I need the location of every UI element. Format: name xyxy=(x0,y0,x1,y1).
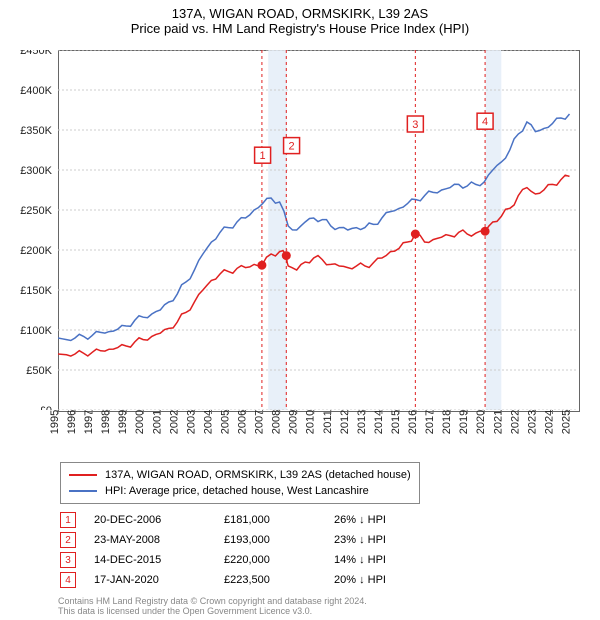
svg-text:1: 1 xyxy=(260,150,266,162)
footer-line-2: This data is licensed under the Open Gov… xyxy=(58,606,367,616)
svg-text:2: 2 xyxy=(289,141,295,153)
svg-text:1995: 1995 xyxy=(49,410,61,434)
page-title: 137A, WIGAN ROAD, ORMSKIRK, L39 2AS xyxy=(0,0,600,21)
svg-text:2010: 2010 xyxy=(305,410,317,434)
legend-label-property: 137A, WIGAN ROAD, ORMSKIRK, L39 2AS (det… xyxy=(105,469,411,481)
svg-text:£450K: £450K xyxy=(20,50,52,57)
svg-text:2009: 2009 xyxy=(288,410,300,434)
svg-text:2002: 2002 xyxy=(168,410,180,434)
svg-text:2020: 2020 xyxy=(475,410,487,434)
svg-text:2003: 2003 xyxy=(185,410,197,434)
svg-text:2005: 2005 xyxy=(219,410,231,434)
sale-date: 20-DEC-2006 xyxy=(94,514,224,526)
sale-diff: 20% ↓ HPI xyxy=(334,574,444,586)
svg-text:2000: 2000 xyxy=(134,410,146,434)
table-row: 2 23-MAY-2008 £193,000 23% ↓ HPI xyxy=(60,530,444,550)
svg-text:2004: 2004 xyxy=(202,410,214,434)
svg-text:2022: 2022 xyxy=(509,410,521,434)
x-axis: 1995 1996 1997 1998 1999 2000 2001 2002 2003 2004… xyxy=(48,410,600,458)
legend-item-hpi: HPI: Average price, detached house, West… xyxy=(69,483,411,499)
svg-text:2021: 2021 xyxy=(492,410,504,434)
svg-text:£150K: £150K xyxy=(20,285,52,297)
svg-text:2019: 2019 xyxy=(458,410,470,434)
svg-text:£300K: £300K xyxy=(20,165,52,177)
svg-text:2016: 2016 xyxy=(407,410,419,434)
svg-text:4: 4 xyxy=(482,116,488,128)
svg-text:2023: 2023 xyxy=(526,410,538,434)
svg-text:1998: 1998 xyxy=(100,410,112,434)
svg-text:2013: 2013 xyxy=(356,410,368,434)
svg-text:2014: 2014 xyxy=(373,410,385,434)
svg-text:2015: 2015 xyxy=(390,410,402,434)
svg-text:2007: 2007 xyxy=(254,410,266,434)
y-axis: £0£50K£100K£150K£200K£250K£300K£350K£400… xyxy=(0,50,58,410)
svg-text:£50K: £50K xyxy=(26,365,52,377)
sale-price: £181,000 xyxy=(224,514,334,526)
table-row: 4 17-JAN-2020 £223,500 20% ↓ HPI xyxy=(60,570,444,590)
sale-marker-4: 4 xyxy=(60,572,76,588)
sales-table: 1 20-DEC-2006 £181,000 26% ↓ HPI 2 23-MA… xyxy=(60,510,444,590)
sale-date: 14-DEC-2015 xyxy=(94,554,224,566)
svg-text:3: 3 xyxy=(412,119,418,131)
legend-label-hpi: HPI: Average price, detached house, West… xyxy=(105,485,369,497)
svg-text:£200K: £200K xyxy=(20,245,52,257)
svg-text:£100K: £100K xyxy=(20,325,52,337)
svg-text:2011: 2011 xyxy=(322,410,334,434)
table-row: 1 20-DEC-2006 £181,000 26% ↓ HPI xyxy=(60,510,444,530)
sale-date: 17-JAN-2020 xyxy=(94,574,224,586)
sale-price: £220,000 xyxy=(224,554,334,566)
legend-swatch-hpi xyxy=(69,490,97,492)
svg-text:£250K: £250K xyxy=(20,205,52,217)
sale-price: £223,500 xyxy=(224,574,334,586)
legend: 137A, WIGAN ROAD, ORMSKIRK, L39 2AS (det… xyxy=(60,462,420,504)
sale-diff: 23% ↓ HPI xyxy=(334,534,444,546)
sale-diff: 14% ↓ HPI xyxy=(334,554,444,566)
svg-text:2024: 2024 xyxy=(543,410,555,434)
sale-marker-3: 3 xyxy=(60,552,76,568)
sale-date: 23-MAY-2008 xyxy=(94,534,224,546)
price-chart: 1234 £0£50K£100K£150K£200K£250K£300K£350… xyxy=(58,50,578,410)
svg-text:2012: 2012 xyxy=(339,410,351,434)
plot-svg: 1 2 3 4 xyxy=(58,50,578,410)
svg-text:2001: 2001 xyxy=(151,410,163,434)
svg-text:1996: 1996 xyxy=(66,410,78,434)
legend-swatch-property xyxy=(69,474,97,476)
svg-text:2008: 2008 xyxy=(271,410,283,434)
svg-text:1997: 1997 xyxy=(83,410,95,434)
svg-text:1999: 1999 xyxy=(117,410,129,434)
footer: Contains HM Land Registry data © Crown c… xyxy=(58,596,367,617)
legend-item-property: 137A, WIGAN ROAD, ORMSKIRK, L39 2AS (det… xyxy=(69,467,411,483)
table-row: 3 14-DEC-2015 £220,000 14% ↓ HPI xyxy=(60,550,444,570)
svg-text:2025: 2025 xyxy=(560,410,572,434)
svg-text:£400K: £400K xyxy=(20,85,52,97)
svg-text:£350K: £350K xyxy=(20,125,52,137)
sale-diff: 26% ↓ HPI xyxy=(334,514,444,526)
svg-text:2006: 2006 xyxy=(237,410,249,434)
page-subtitle: Price paid vs. HM Land Registry's House … xyxy=(0,21,600,40)
svg-text:2018: 2018 xyxy=(441,410,453,434)
sale-marker-1: 1 xyxy=(60,512,76,528)
sale-price: £193,000 xyxy=(224,534,334,546)
sale-marker-2: 2 xyxy=(60,532,76,548)
svg-text:2017: 2017 xyxy=(424,410,436,434)
footer-line-1: Contains HM Land Registry data © Crown c… xyxy=(58,596,367,606)
